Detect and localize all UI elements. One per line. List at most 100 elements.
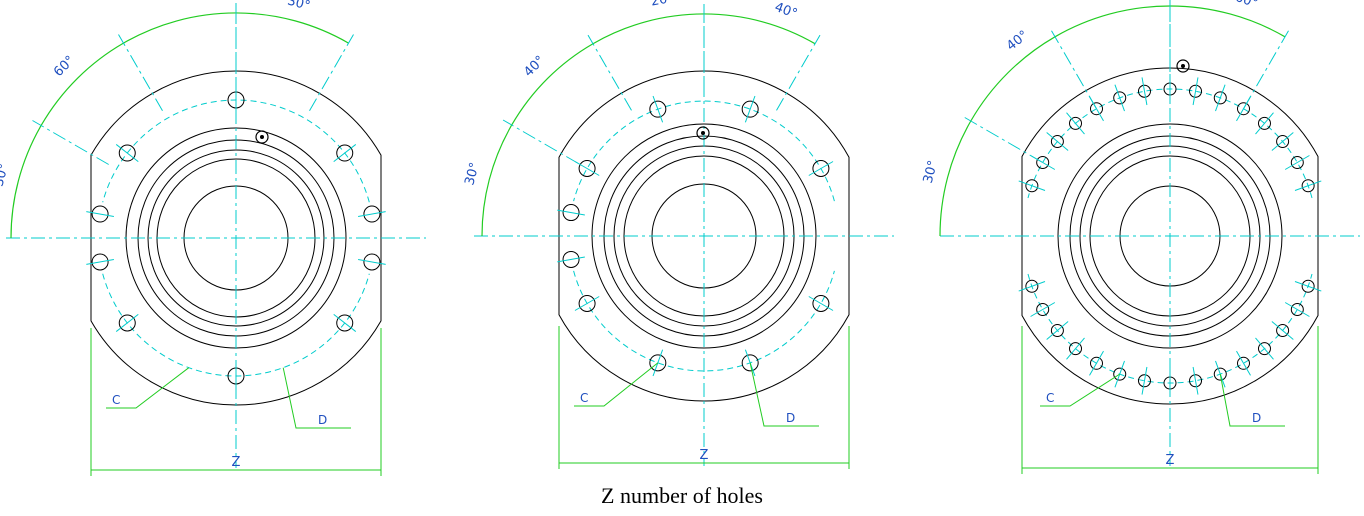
bolt-hole (1036, 156, 1050, 169)
hole-center-mark (1236, 350, 1251, 376)
flange-outline (558, 70, 850, 402)
angle-extension-line (32, 120, 109, 165)
bolt-hole (336, 144, 354, 162)
angle-label: 20° (650, 0, 675, 10)
hole-center-mark (808, 296, 834, 311)
bolt-hole (1069, 116, 1083, 130)
hole-center-mark (1271, 132, 1294, 151)
leader-line-d (282, 367, 351, 429)
hole-center-mark (1046, 321, 1069, 340)
flange-drawing-left: 60° 30° 30° Z C D (0, 0, 426, 476)
angle-label: 60° (51, 53, 78, 80)
leader-label-c: C (112, 393, 120, 407)
dimension-label-z: Z (700, 448, 709, 463)
bolt-hole (741, 100, 759, 118)
bolt-hole (363, 205, 381, 223)
hole-center-mark (1255, 112, 1274, 135)
bolt-hole (1290, 156, 1304, 169)
hole-center-mark (1294, 281, 1322, 292)
bolt-hole (1290, 303, 1304, 316)
figure-caption: Z number of holes (601, 483, 763, 508)
bolt-hole (578, 295, 596, 312)
angle-label: 30° (921, 159, 941, 185)
hole-center-mark (333, 144, 357, 163)
angle-extension-line (502, 119, 579, 164)
dimension-label-z: Z (1166, 453, 1175, 468)
hole-center-mark (1294, 180, 1322, 191)
bolt-hole (1113, 367, 1127, 381)
hole-center-mark (744, 95, 756, 123)
bolt-hole (1113, 91, 1127, 105)
bolt-hole (812, 295, 830, 312)
bolt-hole (1036, 303, 1050, 316)
bolt-hole (91, 253, 109, 271)
angle-dimension-arc (10, 12, 349, 239)
angle-label: 30° (462, 161, 482, 187)
hole-center-mark (557, 209, 585, 216)
leader-line-d (749, 362, 819, 427)
hole-center-mark (1114, 84, 1125, 112)
angle-dimension-arc (481, 13, 816, 237)
hole-center-mark (1114, 360, 1125, 388)
lube-fitting-center (260, 135, 264, 139)
bolt-circle-bottom (573, 270, 835, 372)
bolt-hole (118, 144, 136, 162)
bolt-hole (1189, 84, 1203, 98)
angle-label: 30° (286, 0, 312, 14)
bolt-hole (578, 160, 596, 177)
flange-drawing-right: 10°60°40°30°ZCD (921, 0, 1360, 474)
angle-label: 40° (1004, 28, 1031, 54)
hole-center-mark (115, 313, 139, 332)
bolt-hole (118, 314, 136, 332)
hole-center-mark (574, 296, 600, 311)
bolt-hole (1025, 279, 1039, 293)
bolt-hole (1301, 179, 1315, 193)
leader-label-c: C (1046, 391, 1054, 405)
hole-center-mark (1271, 321, 1294, 340)
hole-center-mark (1066, 337, 1085, 360)
leader-line-c (1040, 373, 1120, 407)
bolt-hole (1213, 91, 1227, 105)
bolt-hole (363, 253, 381, 271)
leader-label-c: C (580, 391, 588, 405)
hole-center-mark (358, 211, 386, 217)
bolt-hole (1025, 179, 1039, 193)
hole-center-mark (1192, 77, 1199, 106)
hole-center-mark (1215, 360, 1226, 388)
hole-center-mark (1018, 281, 1046, 292)
leader-line-d (1219, 374, 1285, 427)
hole-center-mark (1192, 366, 1199, 395)
bolt-hole (1050, 135, 1064, 149)
lube-fitting (255, 130, 269, 144)
lube-fitting (1176, 59, 1190, 73)
bolt-hole (562, 250, 580, 268)
leader-line-c (106, 367, 190, 409)
angle-extension-line (118, 34, 163, 111)
bolt-hole (1276, 323, 1290, 337)
bolt-hole (1276, 135, 1290, 149)
bolt-hole (649, 354, 667, 372)
hole-center-mark (1030, 302, 1056, 317)
bolt-hole (1069, 342, 1083, 356)
angle-extension-line (587, 34, 632, 111)
bolt-hole (1050, 323, 1064, 337)
bolt-hole (1213, 367, 1227, 381)
bolt-hole (1090, 102, 1103, 116)
leader-label-d: D (1252, 411, 1261, 425)
hole-center-mark (333, 313, 357, 332)
bolt-hole (1257, 116, 1271, 130)
angle-extension-line (776, 34, 821, 111)
angle-label: 40° (521, 53, 548, 80)
hole-center-mark (1018, 180, 1046, 191)
bolt-hole (336, 314, 354, 332)
lube-fitting (696, 126, 710, 140)
bolt-circle-top (573, 100, 835, 202)
dimension-label-z: Z (232, 455, 241, 470)
hole-center-mark (1215, 84, 1226, 112)
bolt-hole (1237, 356, 1250, 370)
bolt-hole (1137, 374, 1151, 388)
hole-center-mark (1141, 366, 1148, 395)
hole-center-mark (115, 144, 139, 163)
leader-label-d: D (318, 413, 327, 427)
hole-center-mark (652, 95, 664, 123)
